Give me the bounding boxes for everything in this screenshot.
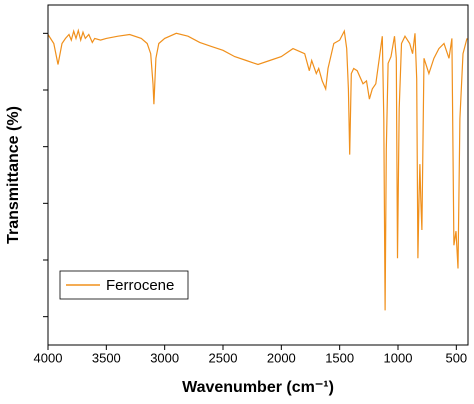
x-tick-label: 4000 <box>34 350 63 365</box>
x-tick-label: 3000 <box>150 350 179 365</box>
plot-frame <box>47 4 469 346</box>
x-tick-label: 2500 <box>209 350 238 365</box>
x-axis-label: Wavenumber (cm⁻¹) <box>182 379 334 396</box>
x-tick-label: 1500 <box>325 350 354 365</box>
x-tick-label: 1000 <box>384 350 413 365</box>
legend-label: Ferrocene <box>106 277 174 294</box>
x-tick-label: 2000 <box>267 350 296 365</box>
y-axis-label: Transmittance (%) <box>5 106 22 244</box>
x-tick-label: 500 <box>445 350 467 365</box>
x-tick-label: 3500 <box>92 350 121 365</box>
spectrum-line <box>47 28 468 311</box>
